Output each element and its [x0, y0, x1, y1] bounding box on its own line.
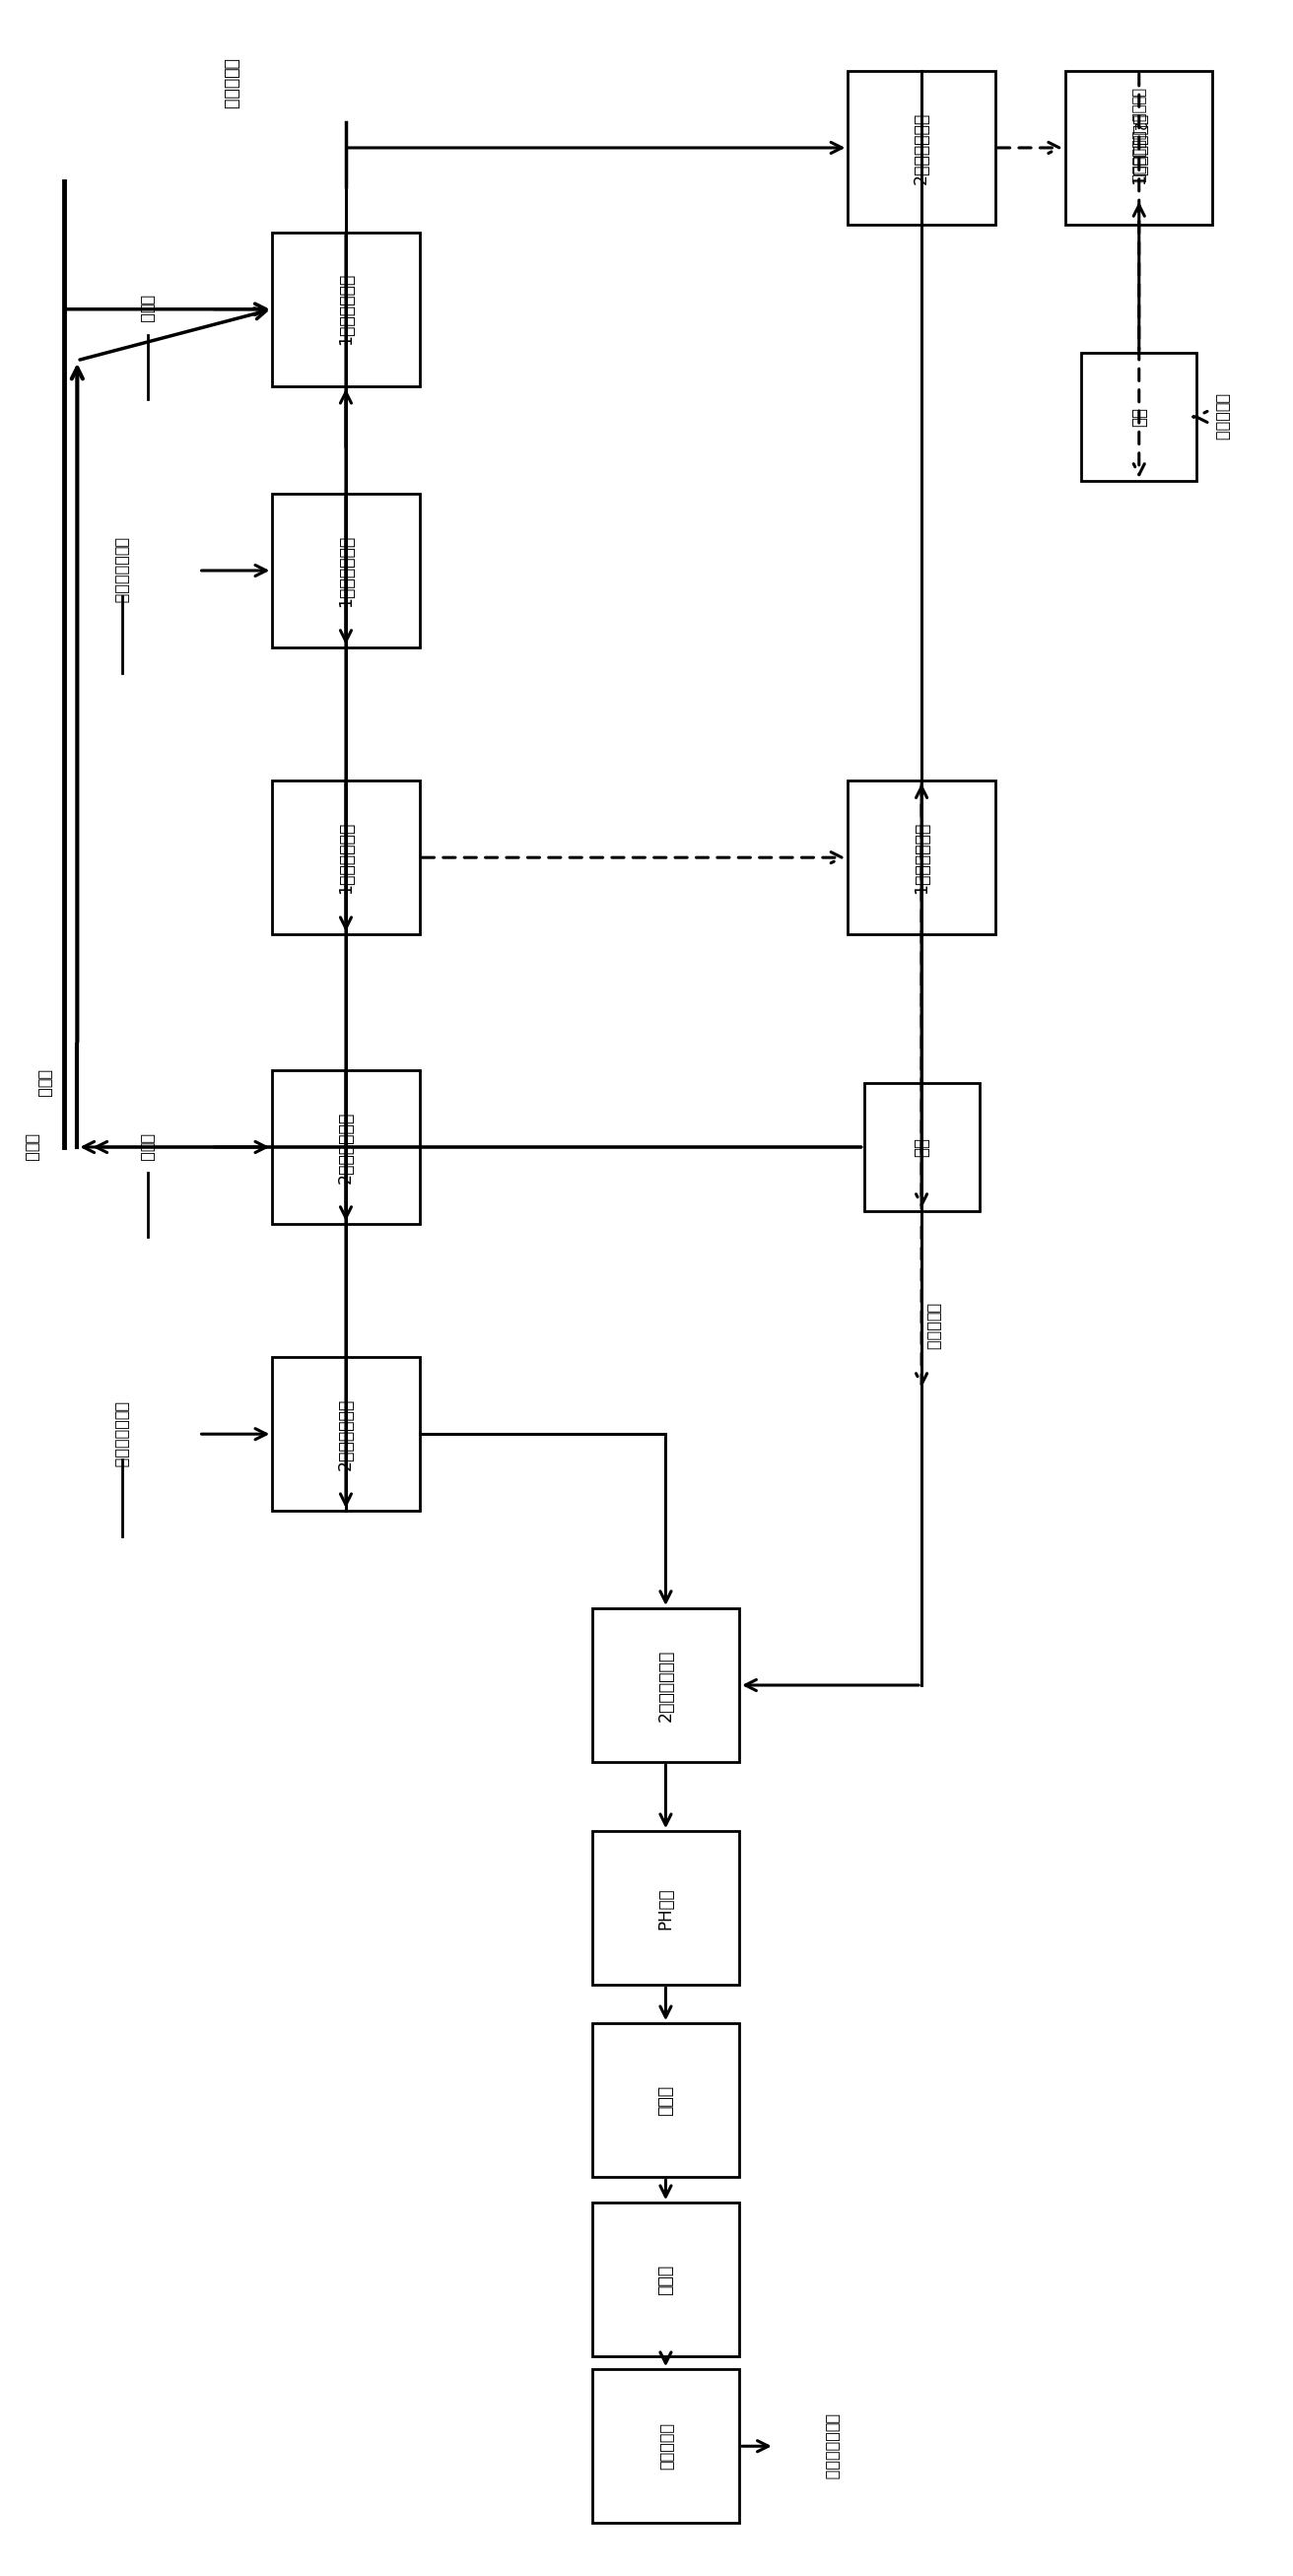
Text: 1号污泥浓缩池: 1号污泥浓缩池 — [1130, 111, 1148, 183]
Text: 1号斜管沉淀池: 1号斜管沉淀池 — [337, 822, 354, 894]
Text: 干污泥回收: 干污泥回收 — [1215, 394, 1230, 440]
Text: 1号污泥浓缩池: 1号污泥浓缩池 — [913, 822, 931, 894]
Text: 碳酸钠: 碳酸钠 — [140, 1133, 155, 1162]
Bar — [592, 2370, 740, 2522]
Bar — [592, 1832, 740, 1986]
Text: 1号综合调节池: 1号综合调节池 — [337, 273, 354, 345]
Text: 干污泥回收: 干污泥回收 — [927, 1303, 941, 1350]
Text: 1号混凝反应池: 1号混凝反应池 — [337, 533, 354, 605]
Text: PH回调: PH回调 — [657, 1888, 675, 1929]
Bar — [273, 232, 419, 386]
Text: 2号斜管沉淀池: 2号斜管沉淀池 — [913, 111, 931, 183]
Text: 混凝剂，絮凝剂: 混凝剂，絮凝剂 — [115, 1401, 129, 1468]
Text: 2号斜管沉淀池: 2号斜管沉淀池 — [657, 1649, 675, 1721]
Text: 压滤液回2号综合调节池: 压滤液回2号综合调节池 — [1131, 88, 1147, 183]
Text: 压滤: 压滤 — [1130, 407, 1148, 428]
Bar — [592, 2022, 740, 2177]
Text: 镍钴锰废水: 镍钴锰废水 — [222, 59, 239, 108]
Bar — [273, 1069, 419, 1224]
Bar — [848, 781, 996, 935]
Bar — [273, 1358, 419, 1512]
Text: 混凝剂，絮凝剂: 混凝剂，絮凝剂 — [115, 538, 129, 603]
Text: 2号综合调节池: 2号综合调节池 — [337, 1110, 354, 1182]
Text: 氯化钠: 氯化钠 — [140, 296, 155, 325]
Text: 砂滤塔: 砂滤塔 — [657, 2084, 675, 2115]
Bar — [592, 2202, 740, 2357]
Text: 压滤液: 压滤液 — [25, 1133, 40, 1162]
Bar — [273, 495, 419, 647]
Bar — [864, 1082, 979, 1211]
Text: 压滤: 压滤 — [913, 1136, 931, 1157]
Text: 离子交换塔: 离子交换塔 — [658, 2421, 674, 2470]
Bar — [1065, 72, 1213, 224]
Text: 压滤液: 压滤液 — [37, 1069, 53, 1097]
Text: 排放或返回生产: 排放或返回生产 — [825, 2414, 839, 2478]
Text: 炭滤塔: 炭滤塔 — [657, 2264, 675, 2295]
Bar — [1081, 353, 1196, 482]
Bar — [848, 72, 996, 224]
Bar — [592, 1607, 740, 1762]
Bar — [273, 781, 419, 935]
Text: 2号混凝反应池: 2号混凝反应池 — [337, 1399, 354, 1471]
